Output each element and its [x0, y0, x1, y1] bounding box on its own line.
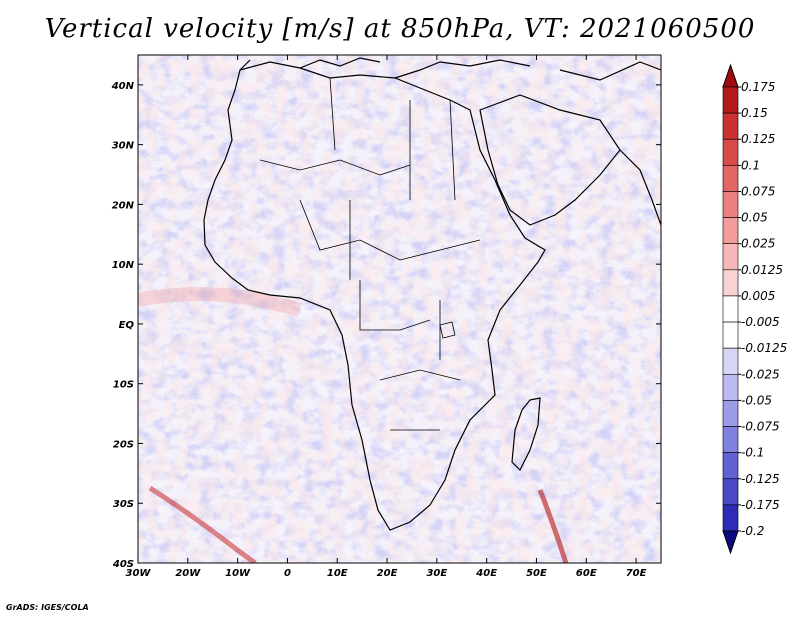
internal-borders — [259, 77, 481, 431]
colorbar-swatch — [722, 321, 739, 349]
colorbar-label: -0.05 — [741, 393, 772, 407]
colorbar-label: -0.1 — [741, 446, 764, 460]
colorbar-label: -0.005 — [741, 315, 780, 329]
chart-title: Vertical velocity [m/s] at 850hPa, VT: 2… — [44, 14, 756, 44]
colorbar-swatch — [722, 295, 739, 323]
colorbar-label: 0.025 — [741, 237, 775, 251]
colorbar-swatch — [722, 86, 739, 114]
colorbar-swatch — [722, 165, 739, 192]
colorbar-label: 0.125 — [741, 132, 775, 146]
lat-label: 10S — [113, 380, 134, 391]
colorbar-swatch — [722, 478, 739, 506]
lake-victoria — [439, 321, 456, 339]
lon-label: 10E — [327, 568, 348, 579]
colorbar-label: 0.1 — [741, 158, 760, 172]
colorbar-label: 0.075 — [741, 184, 775, 198]
velocity-field — [138, 55, 661, 563]
colorbar-label: 0.05 — [741, 211, 768, 225]
plot-frame — [137, 54, 662, 564]
lat-label: EQ — [119, 320, 135, 331]
colorbar-swatch — [722, 269, 739, 297]
lat-label: 30N — [112, 141, 135, 152]
lat-label: 20S — [113, 439, 134, 450]
lon-label: 30W — [126, 568, 152, 579]
lon-label: 70E — [626, 568, 647, 579]
lon-label: 50E — [526, 568, 547, 579]
lon-label: 20W — [175, 568, 201, 579]
colorbar-label: -0.125 — [741, 472, 780, 486]
lat-label: 10N — [112, 260, 135, 271]
colorbar-swatch — [722, 191, 739, 218]
colorbar-label: 0.005 — [741, 289, 775, 303]
colorbar-label: -0.025 — [741, 367, 780, 381]
colorbar-label: 0.0125 — [741, 263, 783, 277]
colorbar-top-arrow — [722, 63, 739, 88]
colorbar-swatch — [722, 400, 739, 427]
madagascar-coast — [511, 397, 541, 472]
colorbar-swatch — [722, 112, 739, 140]
arabia-coast — [479, 94, 621, 226]
colorbar-label: 0.15 — [741, 106, 768, 120]
europe-coast — [239, 57, 661, 81]
colorbar-label: 0.175 — [741, 80, 775, 94]
lat-label: 30S — [113, 499, 134, 510]
colorbar-label: -0.075 — [741, 420, 780, 434]
lon-label: 20E — [377, 568, 398, 579]
lon-label: 0 — [284, 568, 291, 579]
india-coast — [619, 149, 661, 226]
colorbar-label: -0.2 — [741, 524, 764, 538]
colorbar-label: -0.175 — [741, 498, 780, 512]
lon-label: 30E — [426, 568, 447, 579]
colorbar-bottom-arrow — [722, 530, 739, 555]
lat-label: 20N — [112, 200, 135, 211]
grads-credit: GrADS: IGES/COLA — [6, 603, 89, 612]
colorbar-swatch — [722, 426, 739, 453]
colorbar-label: -0.0125 — [741, 341, 787, 355]
colorbar-swatch — [722, 504, 739, 532]
lat-label: 40N — [111, 81, 135, 92]
lon-label: 10W — [225, 568, 251, 579]
lon-label: 60E — [576, 568, 597, 579]
colorbar-swatch — [722, 452, 739, 480]
colorbar: 0.175 0.15 0.125 0.1 0.075 0.05 0.025 0.0125 0.0… — [722, 63, 787, 555]
colorbar-swatch — [722, 347, 739, 375]
colorbar-swatch — [722, 243, 739, 271]
coastlines — [203, 57, 661, 531]
colorbar-swatch — [722, 217, 739, 245]
axis-ticks — [137, 55, 661, 564]
colorbar-swatch — [722, 373, 739, 401]
lon-label: 40E — [475, 568, 497, 579]
colorbar-swatch — [722, 138, 739, 166]
africa-coast — [203, 61, 546, 531]
lat-label: 40S — [112, 559, 134, 570]
